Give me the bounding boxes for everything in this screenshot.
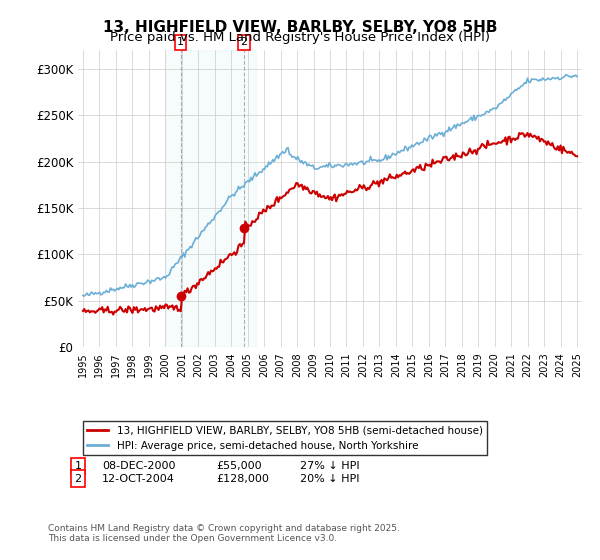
Text: 1: 1 <box>74 461 82 471</box>
Text: 27% ↓ HPI: 27% ↓ HPI <box>300 461 359 471</box>
Bar <box>165 50 181 347</box>
Legend: 13, HIGHFIELD VIEW, BARLBY, SELBY, YO8 5HB (semi-detached house), HPI: Average p: 13, HIGHFIELD VIEW, BARLBY, SELBY, YO8 5… <box>83 421 487 455</box>
Text: £55,000: £55,000 <box>216 461 262 471</box>
Text: 08-DEC-2000: 08-DEC-2000 <box>102 461 176 471</box>
Text: Price paid vs. HM Land Registry's House Price Index (HPI): Price paid vs. HM Land Registry's House … <box>110 31 490 44</box>
Text: Contains HM Land Registry data © Crown copyright and database right 2025.
This d: Contains HM Land Registry data © Crown c… <box>48 524 400 543</box>
Text: £128,000: £128,000 <box>216 474 269 484</box>
Text: 12-OCT-2004: 12-OCT-2004 <box>102 474 175 484</box>
Text: 20% ↓ HPI: 20% ↓ HPI <box>300 474 359 484</box>
Text: 13, HIGHFIELD VIEW, BARLBY, SELBY, YO8 5HB: 13, HIGHFIELD VIEW, BARLBY, SELBY, YO8 5… <box>103 20 497 35</box>
Text: 1: 1 <box>177 38 184 48</box>
Text: 2: 2 <box>241 38 248 48</box>
Bar <box>181 50 256 347</box>
Text: 2: 2 <box>74 474 82 484</box>
